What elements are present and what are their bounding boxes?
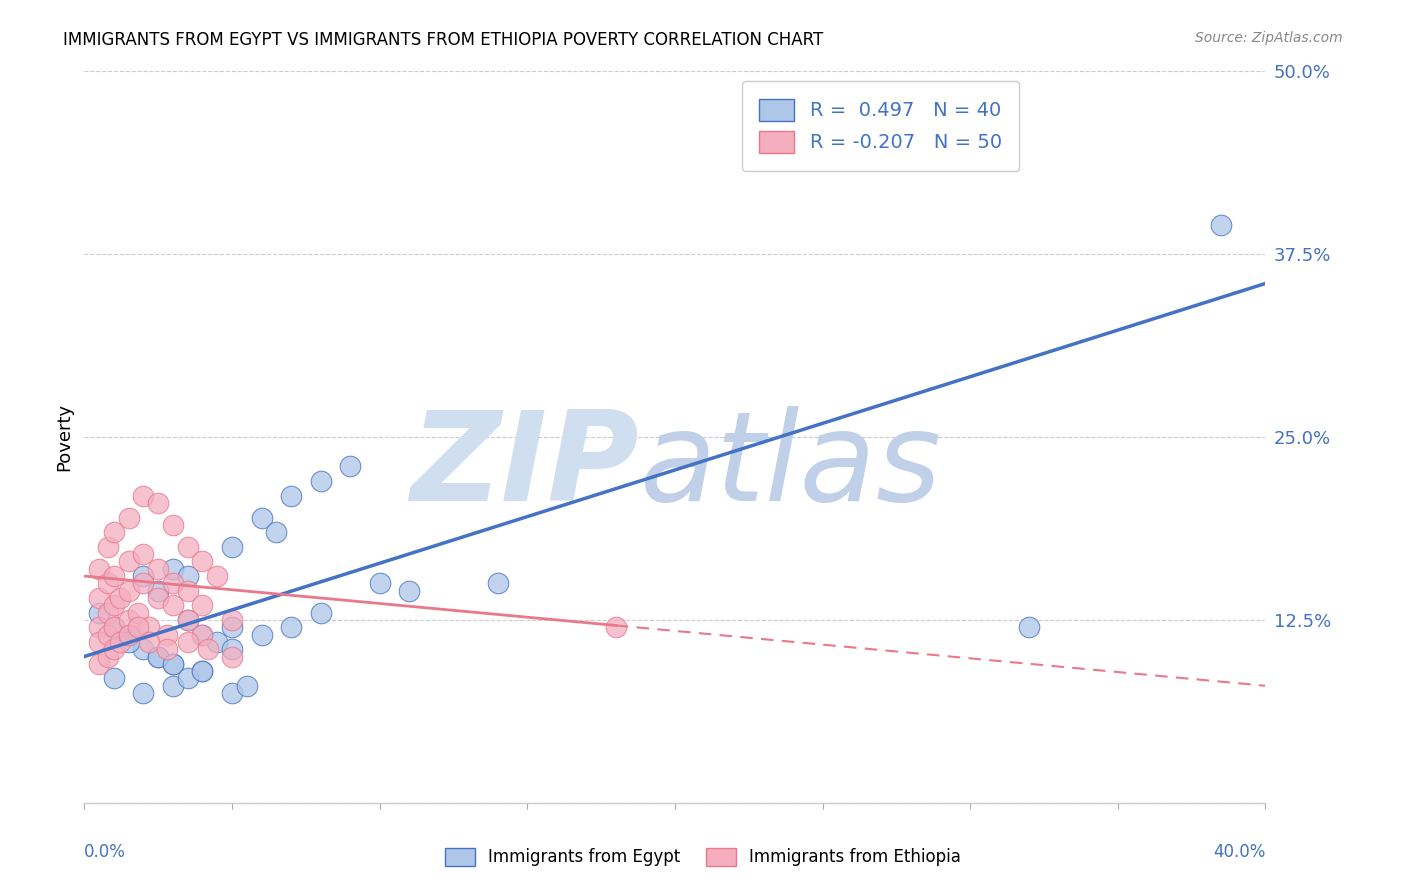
Point xyxy=(191,627,214,641)
Point xyxy=(177,635,200,649)
Point xyxy=(97,576,120,591)
Text: atlas: atlas xyxy=(640,406,942,527)
Point xyxy=(191,664,214,678)
Point xyxy=(280,620,302,634)
Point xyxy=(162,657,184,671)
Point xyxy=(221,620,243,634)
Point xyxy=(162,679,184,693)
Point xyxy=(87,591,111,605)
Point xyxy=(156,642,179,657)
Point xyxy=(118,627,141,641)
Point xyxy=(148,496,170,510)
Point xyxy=(108,591,131,605)
Point xyxy=(118,613,141,627)
Point xyxy=(191,664,214,678)
Point xyxy=(191,599,214,613)
Point xyxy=(118,554,141,568)
Point xyxy=(605,620,627,634)
Point xyxy=(97,606,120,620)
Point xyxy=(236,679,259,693)
Point xyxy=(118,635,141,649)
Point xyxy=(87,635,111,649)
Text: 0.0%: 0.0% xyxy=(84,843,127,861)
Point xyxy=(177,613,200,627)
Point xyxy=(250,627,273,641)
Point xyxy=(339,459,361,474)
Point xyxy=(97,627,120,641)
Text: IMMIGRANTS FROM EGYPT VS IMMIGRANTS FROM ETHIOPIA POVERTY CORRELATION CHART: IMMIGRANTS FROM EGYPT VS IMMIGRANTS FROM… xyxy=(63,31,824,49)
Point xyxy=(103,620,125,634)
Point xyxy=(103,569,125,583)
Point xyxy=(250,510,273,524)
Point xyxy=(221,686,243,700)
Text: 40.0%: 40.0% xyxy=(1213,843,1265,861)
Point xyxy=(221,540,243,554)
Point xyxy=(191,554,214,568)
Point xyxy=(148,583,170,598)
Point xyxy=(309,606,332,620)
Point xyxy=(177,583,200,598)
Point xyxy=(177,613,200,627)
Point xyxy=(162,576,184,591)
Point xyxy=(207,635,229,649)
Point xyxy=(221,649,243,664)
Point xyxy=(132,686,155,700)
Point xyxy=(132,547,155,561)
Point xyxy=(148,649,170,664)
Point xyxy=(162,562,184,576)
Point xyxy=(162,517,184,532)
Point xyxy=(103,620,125,634)
Point xyxy=(197,642,219,657)
Point xyxy=(309,474,332,488)
Point xyxy=(177,672,200,686)
Point xyxy=(221,613,243,627)
Point xyxy=(118,583,141,598)
Point xyxy=(118,627,141,641)
Point xyxy=(1313,708,1336,723)
Point xyxy=(1018,620,1040,634)
Legend: Immigrants from Egypt, Immigrants from Ethiopia: Immigrants from Egypt, Immigrants from E… xyxy=(439,841,967,873)
Point xyxy=(191,627,214,641)
Point xyxy=(103,599,125,613)
Point xyxy=(132,576,155,591)
Point xyxy=(221,642,243,657)
Point xyxy=(132,569,155,583)
Point xyxy=(486,576,509,591)
Point xyxy=(148,591,170,605)
Point xyxy=(177,569,200,583)
Point xyxy=(280,489,302,503)
Point xyxy=(162,657,184,671)
Point xyxy=(138,620,160,634)
Point xyxy=(103,642,125,657)
Point xyxy=(127,620,149,634)
Point xyxy=(87,620,111,634)
Point xyxy=(132,489,155,503)
Point xyxy=(103,672,125,686)
Point xyxy=(1211,218,1233,232)
Point xyxy=(138,635,160,649)
Point xyxy=(97,540,120,554)
Point xyxy=(87,657,111,671)
Point xyxy=(118,510,141,524)
Point xyxy=(156,627,179,641)
Point xyxy=(108,635,131,649)
Point xyxy=(127,606,149,620)
Point xyxy=(87,562,111,576)
Point xyxy=(87,606,111,620)
Point xyxy=(132,642,155,657)
Point xyxy=(162,599,184,613)
Point xyxy=(97,649,120,664)
Point xyxy=(177,540,200,554)
Point xyxy=(368,576,391,591)
Point xyxy=(148,649,170,664)
Text: Source: ZipAtlas.com: Source: ZipAtlas.com xyxy=(1195,31,1343,45)
Point xyxy=(207,569,229,583)
Point xyxy=(103,525,125,540)
Point xyxy=(148,562,170,576)
Point xyxy=(266,525,288,540)
Text: ZIP: ZIP xyxy=(411,406,640,527)
Y-axis label: Poverty: Poverty xyxy=(55,403,73,471)
Point xyxy=(398,583,420,598)
Legend: R =  0.497   N = 40, R = -0.207   N = 50: R = 0.497 N = 40, R = -0.207 N = 50 xyxy=(742,81,1019,170)
